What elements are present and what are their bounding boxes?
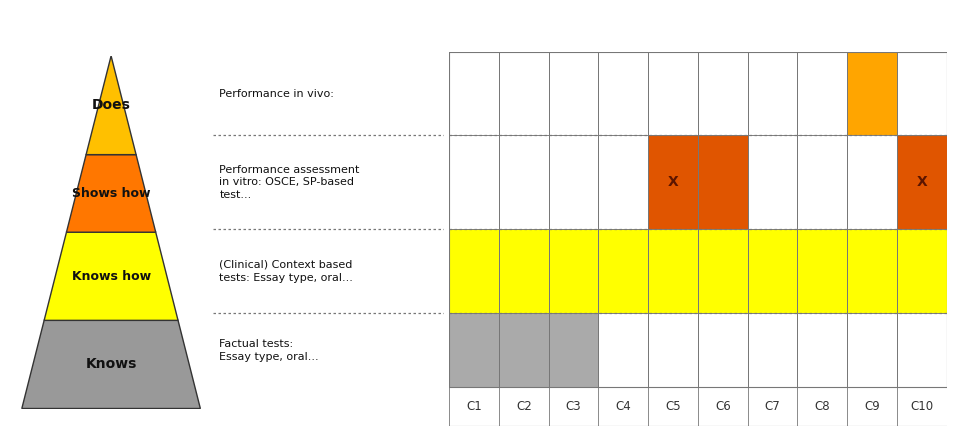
Bar [498, 135, 549, 229]
Text: C3: C3 [566, 400, 582, 413]
Bar [449, 313, 498, 387]
Text: Performance assessment
in vitro: OSCE, SP-based
test...: Performance assessment in vitro: OSCE, S… [219, 165, 360, 200]
Text: C8: C8 [814, 400, 830, 413]
Text: Performance in vivo:: Performance in vivo: [219, 89, 334, 98]
Bar [897, 229, 947, 313]
Text: X: X [668, 175, 678, 189]
Bar [599, 52, 648, 135]
Text: C4: C4 [615, 400, 631, 413]
Bar [498, 313, 549, 387]
Text: C7: C7 [765, 400, 781, 413]
Bar [549, 313, 599, 387]
Bar [697, 229, 748, 313]
Bar [549, 52, 599, 135]
Bar [847, 313, 897, 387]
Text: C9: C9 [865, 400, 880, 413]
Text: Shows how: Shows how [71, 187, 151, 200]
Bar [498, 52, 549, 135]
Polygon shape [86, 56, 136, 155]
Bar [697, 135, 748, 229]
Text: C1: C1 [467, 400, 482, 413]
Bar [449, 229, 498, 313]
Text: Knows how: Knows how [71, 270, 151, 283]
Polygon shape [44, 232, 178, 320]
Polygon shape [22, 320, 200, 408]
Bar [697, 52, 748, 135]
Bar [449, 135, 498, 229]
Text: C10: C10 [910, 400, 933, 413]
Text: C2: C2 [516, 400, 531, 413]
Bar [549, 229, 599, 313]
Bar [748, 313, 798, 387]
Bar [449, 52, 498, 135]
Bar [648, 229, 697, 313]
Text: Does: Does [92, 98, 130, 112]
Bar [798, 229, 847, 313]
Bar [847, 229, 897, 313]
Bar [897, 52, 947, 135]
Bar [847, 135, 897, 229]
Bar [897, 313, 947, 387]
Bar [599, 135, 648, 229]
Bar [498, 229, 549, 313]
Bar [748, 52, 798, 135]
Bar [798, 52, 847, 135]
Text: C5: C5 [666, 400, 681, 413]
Text: Factual tests:
Essay type, oral...: Factual tests: Essay type, oral... [219, 339, 319, 362]
Bar [599, 313, 648, 387]
Bar [897, 135, 947, 229]
Bar [549, 135, 599, 229]
Bar [798, 135, 847, 229]
Text: C6: C6 [715, 400, 730, 413]
Text: X: X [917, 175, 927, 189]
Bar [847, 52, 897, 135]
Bar [748, 229, 798, 313]
Polygon shape [67, 155, 156, 232]
Bar [648, 52, 697, 135]
Bar [697, 313, 748, 387]
Bar [798, 313, 847, 387]
Text: (Clinical) Context based
tests: Essay type, oral...: (Clinical) Context based tests: Essay ty… [219, 260, 354, 283]
Bar [599, 229, 648, 313]
Bar [648, 313, 697, 387]
Text: Knows: Knows [85, 357, 137, 372]
Bar [748, 135, 798, 229]
Bar [648, 135, 697, 229]
